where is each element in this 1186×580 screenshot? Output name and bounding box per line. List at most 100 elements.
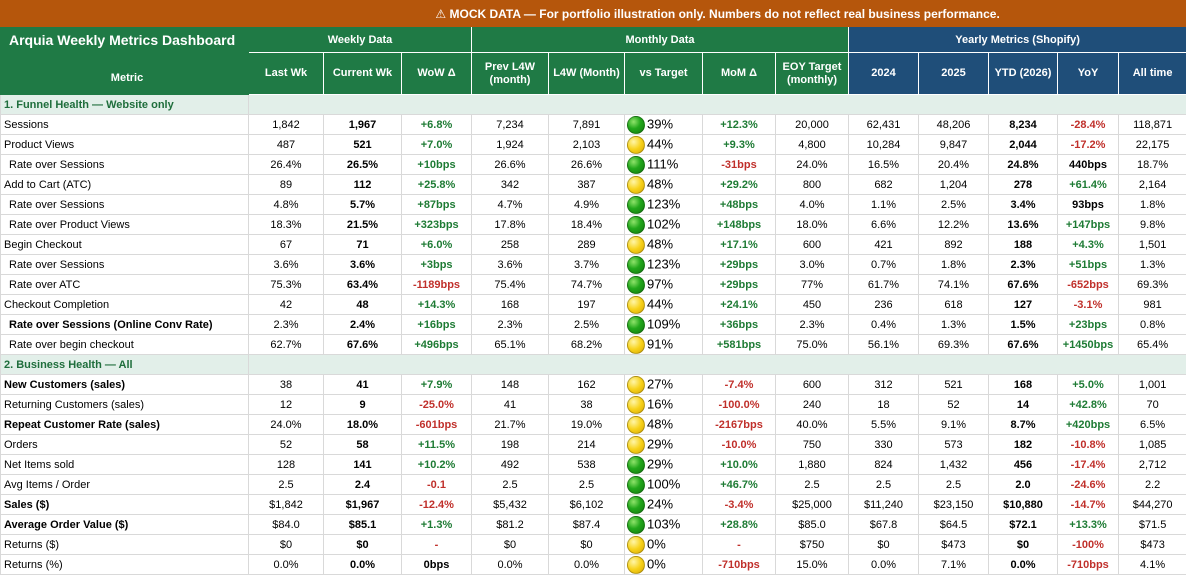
cell-eoy-target-monthly: 77%: [775, 274, 849, 295]
table-row: Repeat Customer Rate (sales) 24.0% 18.0% -6…: [0, 414, 1186, 435]
cell-all-time: 0.8%: [1117, 314, 1186, 335]
cell-mom: -31bps: [702, 154, 776, 175]
cell-all-time: 9.8%: [1117, 214, 1186, 235]
metric-name: Sessions: [0, 114, 249, 135]
cell-prev-l4w-month: 198: [471, 434, 549, 455]
vs-target-cell: 97%: [624, 274, 703, 295]
cell-l4w-month: 4.9%: [548, 194, 625, 215]
cell-l4w-month: 7,891: [548, 114, 625, 135]
vs-target-cell: 48%: [624, 414, 703, 435]
cell-last-wk: 38: [248, 374, 324, 395]
vs-target-cell: 44%: [624, 134, 703, 155]
cell-all-time: 1,001: [1117, 374, 1186, 395]
cell-last-wk: 2.5: [248, 474, 324, 495]
cell-prev-l4w-month: 342: [471, 174, 549, 195]
cell-current-wk: 71: [323, 234, 402, 255]
cell-ytd-2026: 3.4%: [988, 194, 1058, 215]
section-row: 2. Business Health — All: [0, 354, 1186, 375]
column-header-9: 2024: [848, 52, 919, 95]
cell-eoy-target-monthly: 75.0%: [775, 334, 849, 355]
cell-eoy-target-monthly: $25,000: [775, 494, 849, 515]
vs-target-value: 97%: [647, 275, 674, 291]
vs-target-value: 109%: [647, 315, 681, 331]
cell-prev-l4w-month: 26.6%: [471, 154, 549, 175]
cell-ytd-2026: 67.6%: [988, 274, 1058, 295]
cell-all-time: 69.3%: [1117, 274, 1186, 295]
vs-target-cell: 44%: [624, 294, 703, 315]
vs-target-cell: 100%: [624, 474, 703, 495]
cell-2024: 6.6%: [848, 214, 919, 235]
cell-ytd-2026: 1.5%: [988, 314, 1058, 335]
yellow-status-icon: [627, 395, 645, 414]
vs-target-cell: 39%: [624, 114, 703, 135]
cell-prev-l4w-month: 492: [471, 454, 549, 475]
cell-2024: 312: [848, 374, 919, 395]
column-header-metric: Metric: [110, 72, 144, 84]
cell-wow: +496bps: [401, 334, 472, 355]
cell-last-wk: $1,842: [248, 494, 324, 515]
vs-target-value: 48%: [647, 175, 674, 191]
cell-eoy-target-monthly: 15.0%: [775, 554, 849, 575]
cell-yoy: +4.3%: [1057, 234, 1119, 255]
vs-target-cell: 109%: [624, 314, 703, 335]
cell-prev-l4w-month: 75.4%: [471, 274, 549, 295]
cell-eoy-target-monthly: 40.0%: [775, 414, 849, 435]
cell-prev-l4w-month: 168: [471, 294, 549, 315]
column-header-5: L4W (Month): [548, 52, 625, 95]
banner-spacer: [0, 0, 249, 27]
cell-l4w-month: 2.5: [548, 474, 625, 495]
cell-last-wk: 18.3%: [248, 214, 324, 235]
column-header-12: YoY: [1057, 52, 1119, 95]
cell-mom: +12.3%: [702, 114, 776, 135]
cell-mom: +10.0%: [702, 454, 776, 475]
cell-l4w-month: 74.7%: [548, 274, 625, 295]
cell-prev-l4w-month: $5,432: [471, 494, 549, 515]
vs-target-value: 29%: [647, 435, 674, 451]
cell-eoy-target-monthly: 240: [775, 394, 849, 415]
metric-name: Rate over Sessions: [0, 194, 249, 215]
cell-mom: +36bps: [702, 314, 776, 335]
cell-wow: +323bps: [401, 214, 472, 235]
cell-mom: -3.4%: [702, 494, 776, 515]
table-row: Returns (%) 0.0% 0.0% 0bps 0.0% 0.0% 0% -710bps…: [0, 554, 1186, 575]
cell-2024: 61.7%: [848, 274, 919, 295]
yellow-status-icon: [627, 415, 645, 434]
cell-2025: 9,847: [918, 134, 989, 155]
table-row: Sessions 1,842 1,967 +6.8% 7,234 7,891 39% +12.…: [0, 114, 1186, 135]
cell-wow: +10.2%: [401, 454, 472, 475]
cell-2025: 618: [918, 294, 989, 315]
vs-target-cell: 16%: [624, 394, 703, 415]
vs-target-value: 39%: [647, 115, 674, 131]
cell-yoy: -652bps: [1057, 274, 1119, 295]
cell-2025: $23,150: [918, 494, 989, 515]
cell-ytd-2026: 14: [988, 394, 1058, 415]
cell-prev-l4w-month: 148: [471, 374, 549, 395]
cell-yoy: 93bps: [1057, 194, 1119, 215]
cell-mom: -: [702, 534, 776, 555]
yellow-status-icon: [627, 555, 645, 574]
cell-yoy: -28.4%: [1057, 114, 1119, 135]
yellow-status-icon: [627, 175, 645, 194]
vs-target-value: 29%: [647, 455, 674, 471]
cell-2025: 2.5: [918, 474, 989, 495]
table-row: Net Items sold 128 141 +10.2% 492 538 29% +10.0…: [0, 454, 1186, 475]
cell-wow: -0.1: [401, 474, 472, 495]
green-status-icon: [627, 215, 645, 234]
cell-2024: $0: [848, 534, 919, 555]
cell-mom: -100.0%: [702, 394, 776, 415]
cell-ytd-2026: 13.6%: [988, 214, 1058, 235]
cell-2025: 7.1%: [918, 554, 989, 575]
vs-target-cell: 0%: [624, 554, 703, 575]
cell-current-wk: 141: [323, 454, 402, 475]
column-header-11: YTD (2026): [988, 52, 1058, 95]
cell-yoy: +147bps: [1057, 214, 1119, 235]
cell-current-wk: 3.6%: [323, 254, 402, 275]
cell-current-wk: 521: [323, 134, 402, 155]
cell-current-wk: 0.0%: [323, 554, 402, 575]
cell-prev-l4w-month: 4.7%: [471, 194, 549, 215]
cell-prev-l4w-month: 3.6%: [471, 254, 549, 275]
vs-target-cell: 27%: [624, 374, 703, 395]
cell-2025: 20.4%: [918, 154, 989, 175]
column-header-10: 2025: [918, 52, 989, 95]
green-status-icon: [627, 515, 645, 534]
